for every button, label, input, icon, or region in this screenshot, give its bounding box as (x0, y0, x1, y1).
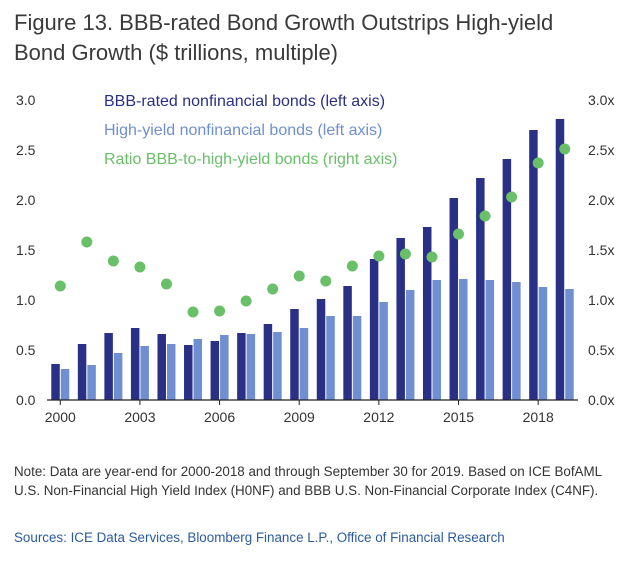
bbb-bar (210, 341, 220, 400)
high-yield-bar (405, 290, 415, 400)
footnote: Note: Data are year-end for 2000-2018 an… (14, 464, 602, 498)
high-yield-bar (140, 346, 149, 400)
left-axis-tick-label: 2.0 (16, 192, 36, 208)
ratio-point (54, 280, 66, 292)
bbb-bar (422, 227, 432, 400)
ratio-point (506, 191, 518, 203)
chart-title-line-1: Figure 13. BBB-rated Bond Growth Outstri… (14, 10, 554, 35)
bars (51, 119, 574, 400)
legend-entry: High-yield nonfinancial bonds (left axis… (104, 122, 382, 139)
high-yield-bar (299, 328, 309, 400)
ratio-point (214, 305, 226, 317)
high-yield-bar (113, 353, 123, 400)
ratio-point (267, 283, 279, 295)
ratio-point (559, 143, 571, 155)
high-yield-bar (352, 316, 362, 400)
bbb-bar (449, 198, 459, 400)
high-yield-bar (87, 365, 96, 400)
ratio-point (532, 157, 544, 169)
bbb-bar (529, 130, 538, 400)
bbb-bar (130, 328, 140, 400)
bbb-bar (396, 238, 405, 400)
x-axis-tick-label: 2009 (284, 409, 315, 425)
ratio-markers (54, 143, 571, 318)
high-yield-bar (166, 344, 176, 400)
ratio-point (373, 250, 385, 262)
bbb-bar (369, 259, 379, 400)
high-yield-bar (193, 339, 203, 400)
x-axis-tick-label: 2006 (204, 409, 235, 425)
bbb-bar (184, 345, 193, 400)
ratio-point (346, 260, 358, 272)
x-axis-tick-label: 2003 (124, 409, 155, 425)
bbb-bar (263, 324, 273, 400)
left-axis-tick-label: 1.5 (16, 242, 36, 258)
left-axis-tick-label: 2.5 (16, 142, 36, 158)
bbb-bar (316, 299, 326, 400)
bbb-bar (157, 334, 166, 400)
left-axis-tick-label: 0.5 (16, 342, 36, 358)
bbb-bar (51, 364, 60, 400)
sources-line: Sources: ICE Data Services, Bloomberg Fi… (14, 530, 505, 545)
right-axis-tick-label: 0.5x (588, 342, 614, 358)
chart-plot: 0.0 0.5 1.0 1.5 2.0 2.5 3.0 0.0x 0.5x 1.0x 1.5x 2.… (16, 92, 614, 425)
high-yield-bar (273, 332, 282, 400)
ratio-point (320, 275, 332, 287)
ratio-point (160, 278, 172, 290)
x-axis: 2000 2003 2006 2009 2012 2015 2018 (45, 400, 554, 425)
high-yield-bar (538, 287, 548, 400)
ratio-point (293, 270, 305, 282)
high-yield-bar (432, 280, 441, 400)
high-yield-bar (220, 335, 229, 400)
bbb-bar (343, 286, 352, 400)
ratio-point (187, 306, 199, 318)
left-axis: 0.0 0.5 1.0 1.5 2.0 2.5 3.0 (16, 92, 36, 408)
chart-title-line-2: Bond Growth ($ trillions, multiple) (14, 40, 339, 65)
legend-entry: BBB-rated nonfinancial bonds (left axis) (104, 93, 385, 110)
bbb-bar (555, 119, 565, 400)
legend: BBB-rated nonfinancial bonds (left axis)… (104, 93, 397, 168)
ratio-point (81, 236, 93, 248)
x-axis-tick-label: 2015 (443, 409, 474, 425)
high-yield-bar (379, 302, 388, 400)
bbb-bar (104, 333, 113, 400)
bbb-bar (237, 333, 246, 400)
high-yield-bar (246, 334, 256, 400)
ratio-point (134, 261, 146, 273)
right-axis-tick-label: 2.5x (588, 142, 614, 158)
high-yield-bar (326, 316, 335, 400)
ratio-point (240, 295, 252, 307)
right-axis-tick-label: 3.0x (588, 92, 614, 108)
high-yield-bar (60, 369, 70, 400)
ratio-point (399, 248, 411, 260)
left-axis-tick-label: 3.0 (16, 92, 36, 108)
bbb-bar (476, 178, 485, 400)
ratio-point (479, 210, 491, 222)
right-axis: 0.0x 0.5x 1.0x 1.5x 2.0x 2.5x 3.0x (588, 92, 614, 408)
bbb-bar (290, 309, 299, 400)
ratio-point (426, 251, 438, 263)
left-axis-tick-label: 0.0 (16, 392, 36, 408)
legend-entry: Ratio BBB-to-high-yield bonds (right axi… (104, 151, 397, 168)
high-yield-bar (459, 279, 468, 400)
chart-title: Figure 13. BBB-rated Bond Growth Outstri… (14, 8, 629, 68)
x-axis-tick-label: 2018 (523, 409, 554, 425)
bbb-bar (502, 159, 512, 400)
bbb-bar (77, 344, 87, 400)
high-yield-bar (565, 289, 574, 400)
right-axis-tick-label: 1.0x (588, 292, 614, 308)
ratio-point (453, 228, 465, 240)
high-yield-bar (485, 280, 495, 400)
right-axis-tick-label: 0.0x (588, 392, 614, 408)
right-axis-tick-label: 1.5x (588, 242, 614, 258)
high-yield-bar (512, 282, 521, 400)
x-axis-tick-label: 2000 (45, 409, 76, 425)
right-axis-tick-label: 2.0x (588, 192, 614, 208)
left-axis-tick-label: 1.0 (16, 292, 36, 308)
ratio-point (107, 255, 119, 267)
x-axis-tick-label: 2012 (363, 409, 394, 425)
